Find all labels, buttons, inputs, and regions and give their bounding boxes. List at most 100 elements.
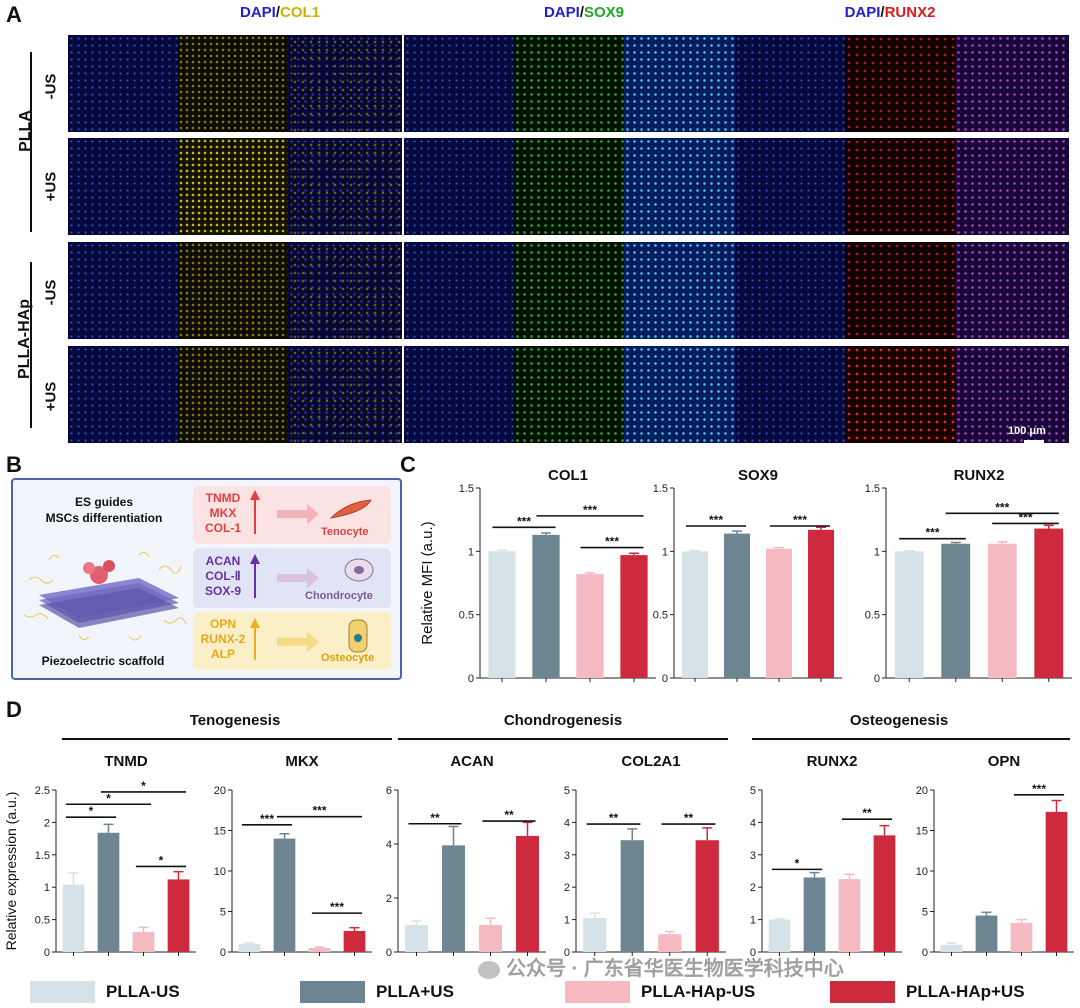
- bar-plla-hap-us: [308, 947, 331, 952]
- header-marker-sox9: SOX9: [583, 4, 625, 21]
- panel-c-letter: C: [400, 452, 416, 477]
- bar-plla-us: [583, 917, 607, 952]
- legend-label-plla-plus-us: PLLA+US: [376, 982, 454, 1001]
- significance-label: ***: [605, 535, 619, 549]
- micrograph-hap-minus-us-dapi: [68, 242, 182, 339]
- group-line-tenogenesis: [62, 738, 392, 740]
- header-sox9: DAPI/SOX9: [464, 4, 704, 21]
- significance-label: **: [684, 811, 694, 825]
- bar-plla-us: [62, 884, 85, 952]
- scale-bar: [1024, 440, 1044, 443]
- micrograph-hap-minus-us-dapi: [404, 242, 518, 339]
- group-chondrogenesis: Chondrogenesis: [503, 712, 623, 729]
- scaffold-label: Piezoelectric scaffold: [41, 654, 165, 668]
- chondrocyte-diagram: [250, 554, 374, 598]
- micrograph-hap-plus-us-merge1: [288, 346, 402, 443]
- micrograph-hap-plus-us-runx2: [845, 346, 959, 443]
- y-tick-label: 0: [564, 947, 570, 959]
- significance-label: ***: [1032, 782, 1046, 796]
- header-dapi: DAPI: [239, 4, 276, 21]
- significance-label: ***: [260, 812, 274, 826]
- micrograph-hap-minus-us-merge3: [955, 242, 1069, 339]
- mfi-charts: 0 0.5 1 1.5 *** *** *** COL1 Relative MFI (a.u.)…: [419, 467, 1072, 685]
- marker-col1: COL-1: [205, 521, 241, 535]
- row-label-plla-plus-us: +US: [42, 171, 60, 202]
- tenocyte-row: TNMD MKX COL-1 Tenocyte: [193, 486, 391, 544]
- schematic-title-line2: MSCs differentiation: [45, 511, 163, 525]
- bar-plla-plusus: [975, 915, 998, 952]
- scale-bar-label: 100 μm: [1008, 425, 1046, 437]
- legend-swatch-plla-plus-us: [300, 981, 365, 1003]
- y-tick-label: 1.5: [865, 483, 880, 495]
- bar-plla-plusus: [273, 838, 296, 952]
- chart-3: 0 0.5 1 1.5 2 2.5 * * * * TNMD Relative expression …: [3, 753, 196, 959]
- micrograph-hap-minus-us-dapi: [735, 242, 849, 339]
- micrograph-plla-plus-us-sox9: [514, 138, 628, 235]
- y-tick-label: 15: [916, 826, 928, 838]
- y-tick-label: 1.5: [653, 483, 668, 495]
- y-tick-label: 1: [564, 915, 570, 927]
- y-tick-label: 4: [564, 817, 570, 829]
- header-runx2: DAPI/RUNX2: [770, 4, 1010, 21]
- group-bracket-plla: [30, 52, 32, 232]
- group-line-chondrogenesis: [398, 738, 728, 740]
- y-tick-label: 0.5: [459, 610, 474, 622]
- significance-label: **: [609, 811, 619, 825]
- marker-opn: OPN: [209, 617, 236, 631]
- micrograph-plla-plus-us-merge2: [624, 138, 738, 235]
- y-tick-label: 1: [468, 546, 474, 558]
- micrograph-hap-plus-us-dapi: [68, 346, 182, 443]
- y-tick-label: 4: [386, 839, 392, 851]
- osteocyte-diagram: [250, 618, 368, 660]
- marker-mkx: MKX: [209, 506, 237, 520]
- significance-label: *: [141, 779, 146, 793]
- y-tick-label: 0: [220, 947, 226, 959]
- y-tick-label: 1.5: [459, 483, 474, 495]
- row-label-hap-minus-us: -US: [42, 279, 60, 306]
- wechat-icon: [478, 960, 500, 979]
- scaffold-illustration: [23, 551, 187, 641]
- micrograph-plla-plus-us-col1: [178, 138, 292, 235]
- bar-plla-hap-plusus: [343, 930, 366, 952]
- bar-plla-hap-plusus: [620, 555, 648, 678]
- tenocyte-markers: TNMD MKX COL-1: [199, 491, 247, 536]
- legend-swatch-plla-hap-us: [565, 981, 630, 1003]
- bar-plla-hap-us: [576, 574, 604, 678]
- bar-plla-us: [940, 944, 963, 952]
- bar-plla-hap-us: [765, 548, 793, 678]
- y-tick-label: 0.5: [653, 610, 668, 622]
- chart-title: RUNX2: [954, 467, 1005, 484]
- marker-runx2: RUNX-2: [200, 632, 246, 646]
- chart-title: COL2A1: [621, 753, 680, 770]
- bar-plla-hap-plusus: [873, 835, 896, 952]
- marker-tnmd: TNMD: [205, 491, 241, 505]
- header-slash: /: [275, 4, 280, 21]
- group-osteogenesis: Osteogenesis: [849, 712, 949, 729]
- y-tick-label: 10: [916, 866, 928, 878]
- micrograph-hap-minus-us-merge1: [288, 242, 402, 339]
- significance-label: *: [795, 856, 800, 870]
- group-line-osteogenesis: [752, 738, 1070, 740]
- header-dapi: DAPI: [543, 4, 580, 21]
- chart-title: SOX9: [738, 467, 778, 484]
- osteocyte-row: OPN RUNX-2 ALP Osteocyte: [193, 612, 391, 670]
- chart-title: TNMD: [104, 753, 147, 770]
- y-tick-label: 2: [750, 882, 756, 894]
- bar-plla-hap-plusus: [516, 835, 539, 952]
- chondrocyte-markers: ACAN COL-Ⅱ SOX-9: [197, 554, 249, 599]
- y-tick-label: 0: [468, 673, 474, 685]
- bar-plla-plusus: [620, 840, 644, 952]
- significance-label: **: [430, 811, 440, 825]
- group-label-plla: PLLA: [17, 110, 34, 152]
- y-tick-label: 0: [750, 947, 756, 959]
- significance-label: ***: [517, 514, 531, 528]
- bar-plla-plusus: [723, 533, 751, 678]
- bar-plla-plusus: [532, 534, 560, 678]
- marker-sox9: SOX-9: [204, 584, 241, 598]
- legend-label-plla-us: PLLA-US: [106, 982, 180, 1001]
- marker-acan: ACAN: [205, 554, 241, 568]
- chart-title: COL1: [548, 467, 588, 484]
- header-marker-runx2: RUNX2: [884, 4, 936, 21]
